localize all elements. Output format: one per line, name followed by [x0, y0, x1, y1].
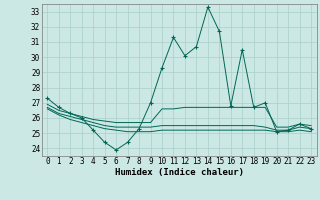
X-axis label: Humidex (Indice chaleur): Humidex (Indice chaleur) [115, 168, 244, 177]
